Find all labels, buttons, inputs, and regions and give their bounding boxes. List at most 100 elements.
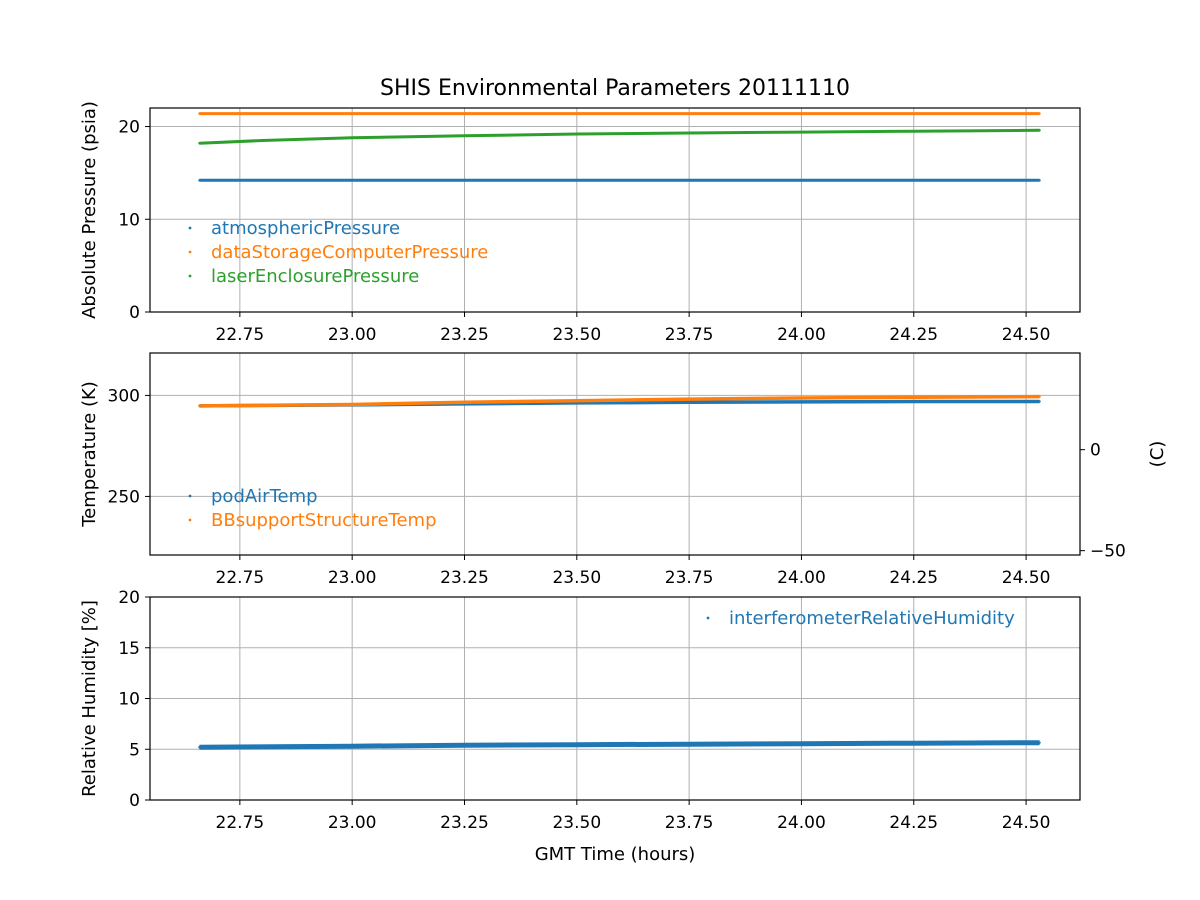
y-tick-label: 0 [129, 791, 140, 811]
y-axis-label: Absolute Pressure (psia) [79, 101, 100, 319]
data-point [800, 400, 803, 404]
data-point [687, 397, 691, 401]
legend-marker [188, 494, 192, 498]
data-point [575, 112, 579, 115]
y-right-tick-label: −50 [1090, 542, 1126, 562]
axes-frame [149, 352, 1081, 556]
legend-marker [706, 616, 710, 620]
data-point [463, 134, 466, 138]
panel-2: 22.75 23.00 23.25 23.50 23.75 24.00 24.25 24.50… [79, 352, 1168, 588]
data-point [350, 136, 354, 139]
data-point [1038, 395, 1041, 398]
data-point [687, 742, 691, 746]
data-point [800, 112, 803, 115]
x-tick-label: 23.00 [328, 813, 377, 833]
data-point [1038, 179, 1041, 182]
data-point [350, 403, 354, 406]
axes-frame [149, 107, 1081, 313]
legend-entry: dataStorageComputerPressure [211, 242, 488, 263]
data-point [198, 142, 201, 145]
data-point [687, 401, 691, 404]
legend-entry: laserEnclosurePressure [211, 266, 419, 287]
data-point [687, 131, 691, 135]
y-tick-label: 5 [129, 740, 140, 760]
data-point [1038, 400, 1041, 403]
y-axis-label: Relative Humidity [%] [79, 600, 100, 797]
x-tick-label: 24.00 [777, 325, 826, 345]
chart-title: SHIS Environmental Parameters 20111110 [380, 76, 850, 101]
x-tick-label: 23.25 [440, 325, 489, 345]
y-tick-label: 20 [118, 588, 140, 608]
y-tick-label: 250 [108, 487, 140, 507]
data-point [1038, 129, 1041, 132]
data-point [198, 112, 201, 115]
data-point [912, 396, 915, 399]
legend-entry: BBsupportStructureTemp [211, 510, 437, 531]
data-point [350, 179, 354, 182]
data-point [800, 179, 803, 182]
x-tick-label: 23.50 [552, 325, 601, 345]
legend-marker [188, 250, 192, 254]
data-point [1038, 112, 1041, 115]
data-point [198, 179, 201, 182]
axes-frame [149, 596, 1081, 801]
legend-entry: atmosphericPressure [211, 218, 400, 239]
data-point [912, 129, 915, 133]
x-tick-label: 23.00 [328, 325, 377, 345]
x-tick-label: 23.75 [665, 325, 714, 345]
x-tick-label: 23.50 [552, 813, 601, 833]
y-right-tick-label: 0 [1090, 441, 1101, 461]
y-tick-label: 10 [118, 690, 140, 710]
x-tick-label: 23.50 [552, 568, 601, 588]
legend-marker [188, 274, 192, 278]
data-point [350, 745, 354, 748]
data-point [575, 399, 579, 402]
x-tick-label: 22.75 [216, 568, 265, 588]
data-point [198, 746, 201, 749]
x-tick-label: 23.25 [440, 813, 489, 833]
x-tick-label: 23.00 [328, 568, 377, 588]
data-point [350, 112, 354, 115]
panel-1: 22.75 23.00 23.25 23.50 23.75 24.00 24.25 24.50… [79, 101, 1081, 345]
x-axis-label: GMT Time (hours) [535, 844, 696, 865]
y-tick-label: 300 [108, 386, 140, 406]
legend-entry: interferometerRelativeHumidity [729, 608, 1015, 629]
x-tick-label: 23.75 [665, 568, 714, 588]
y-tick-label: 15 [118, 639, 140, 659]
y-tick-label: 10 [118, 210, 140, 230]
x-tick-label: 24.25 [889, 325, 938, 345]
data-point [463, 401, 466, 404]
data-point [463, 743, 466, 747]
x-tick-label: 24.50 [1002, 568, 1051, 588]
x-tick-label: 24.25 [889, 568, 938, 588]
x-tick-label: 23.25 [440, 568, 489, 588]
series-line-BBsupportStructureTemp [199, 394, 1040, 408]
y-tick-label: 20 [118, 118, 140, 138]
x-tick-label: 24.50 [1002, 813, 1051, 833]
legend-entry: podAirTemp [211, 486, 318, 507]
data-point [800, 742, 803, 745]
x-tick-label: 24.50 [1002, 325, 1051, 345]
legend-marker [188, 518, 192, 522]
data-point [1038, 741, 1041, 744]
data-point [198, 404, 201, 408]
data-point [912, 741, 915, 745]
data-point [912, 400, 915, 403]
data-point [575, 743, 579, 746]
data-point [800, 130, 803, 134]
x-tick-label: 23.75 [665, 813, 714, 833]
x-tick-label: 24.00 [777, 813, 826, 833]
data-point [575, 179, 579, 182]
x-tick-label: 22.75 [216, 813, 265, 833]
legend-marker [188, 226, 192, 230]
x-tick-label: 24.25 [889, 813, 938, 833]
x-tick-label: 22.75 [216, 325, 265, 345]
panel-3: 22.75 23.00 23.25 23.50 23.75 24.00 24.25 24.50… [79, 588, 1081, 865]
y-tick-label: 0 [129, 303, 140, 323]
series-line-interferometerRelativeHumidity [199, 740, 1040, 750]
y-axis-label: Temperature (K) [79, 381, 100, 528]
data-point [800, 396, 803, 400]
y-right-axis-label: (C) [1147, 441, 1168, 468]
